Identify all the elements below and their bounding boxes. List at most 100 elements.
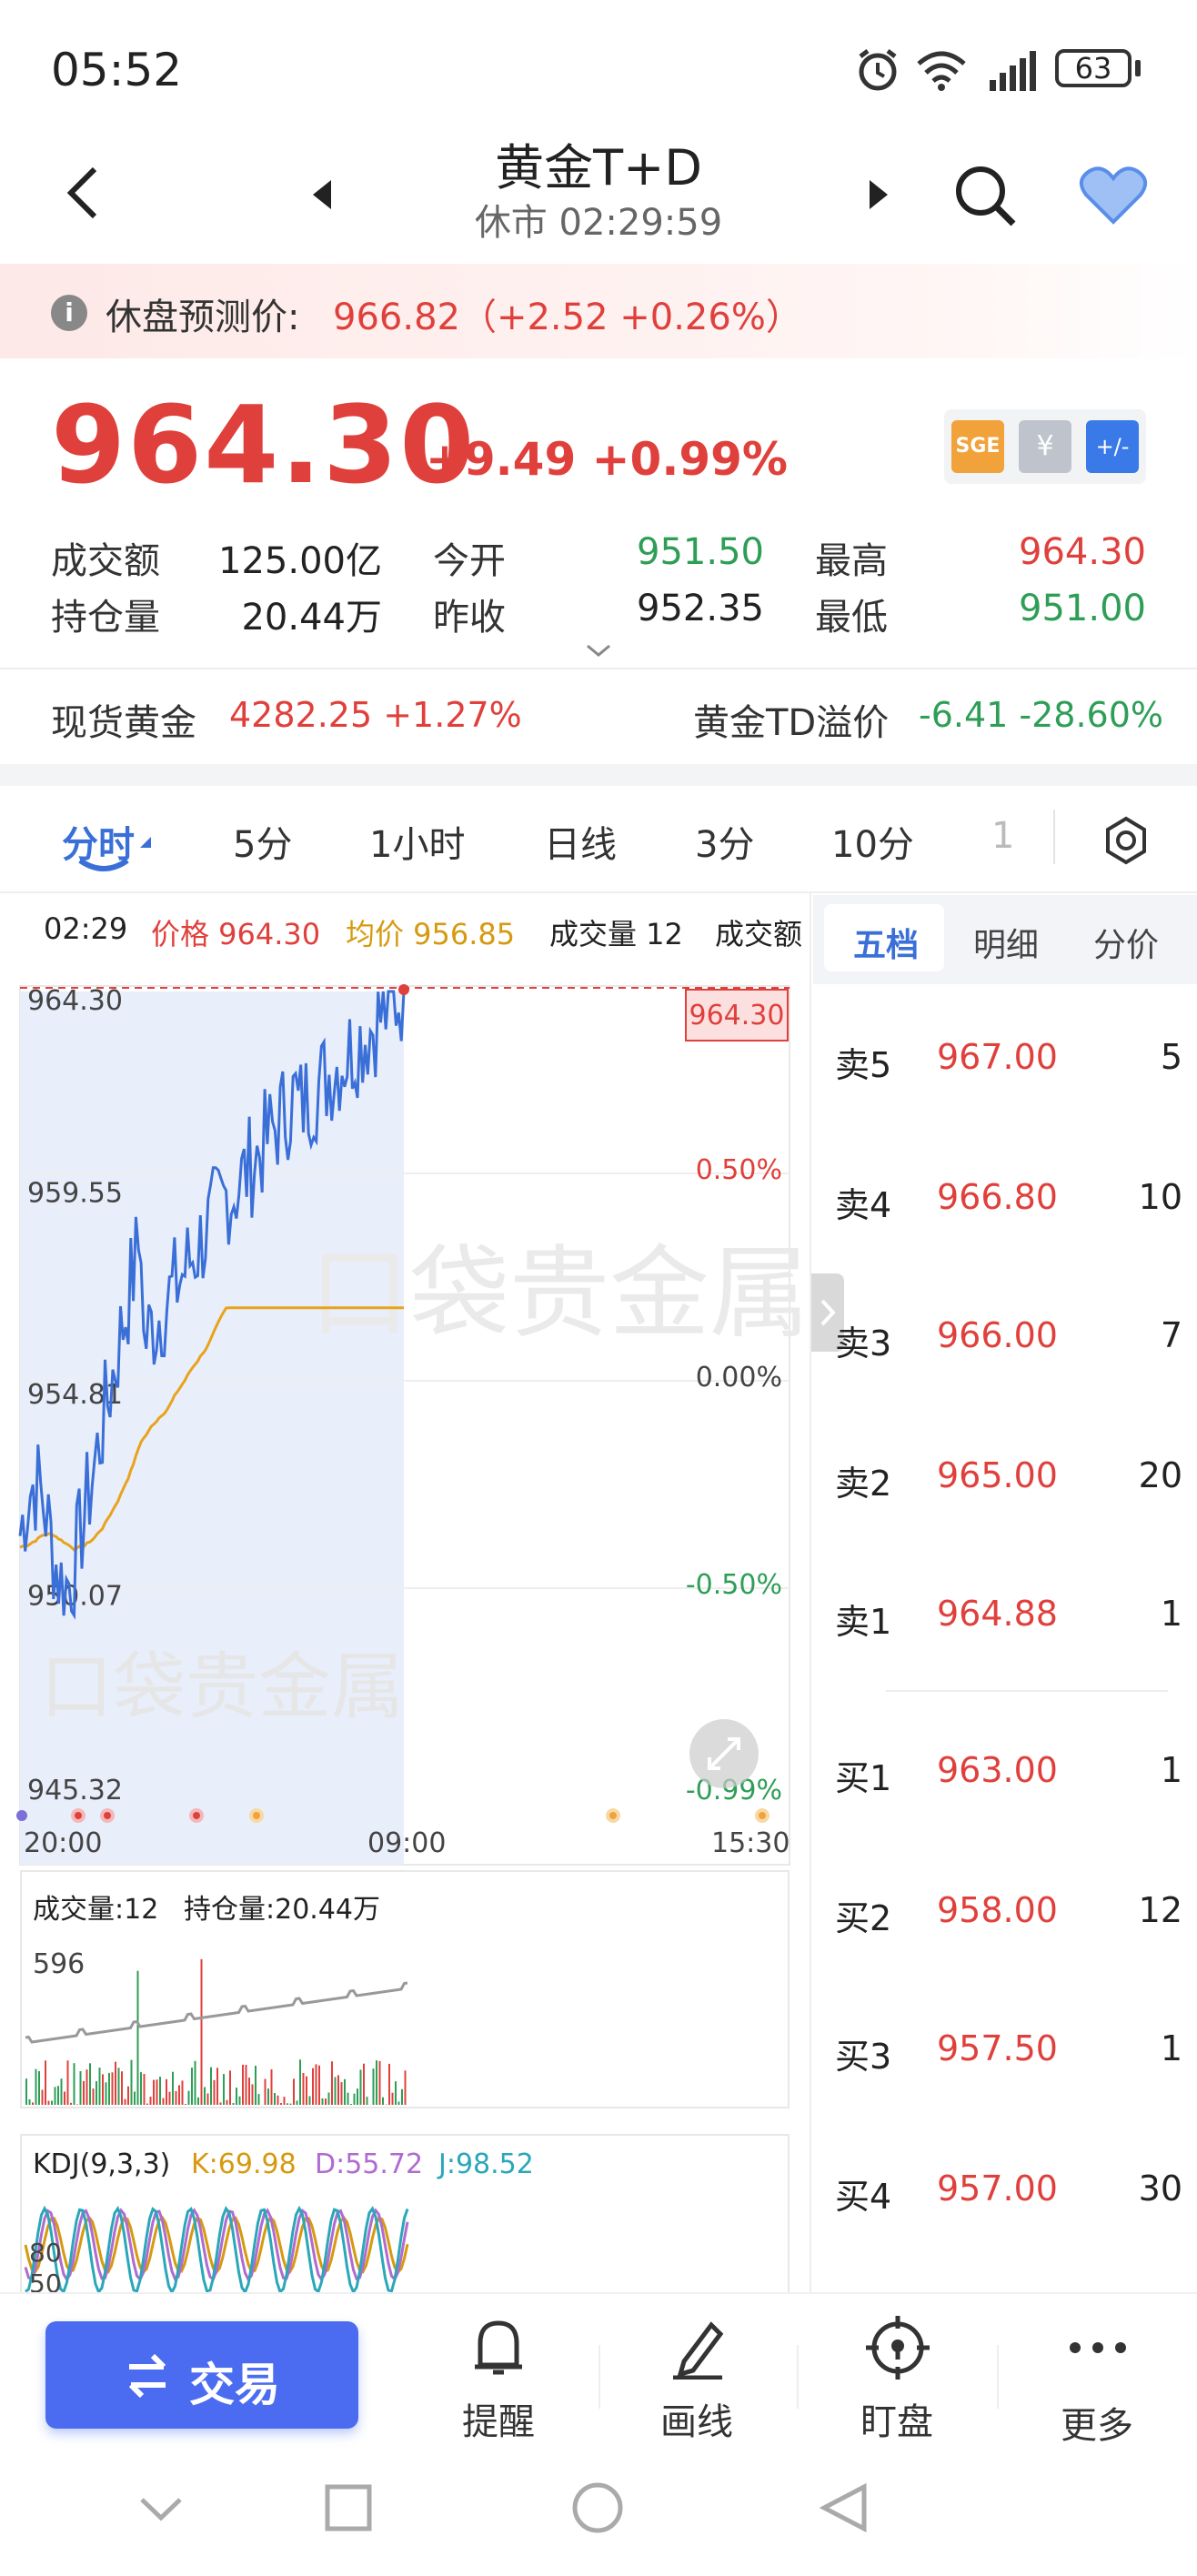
settings-gear-icon[interactable] — [1101, 815, 1152, 866]
volume-bar — [366, 2097, 368, 2105]
volume-bar — [96, 2081, 97, 2105]
tab-more[interactable]: 1! — [991, 815, 1019, 857]
volume-panel: 成交量:12 持仓量:20.44万 596 — [20, 1870, 790, 2108]
currency-badge[interactable]: ¥ — [1019, 420, 1071, 473]
divider — [598, 2345, 600, 2409]
volume-bar — [32, 2102, 34, 2105]
pencil-icon — [673, 2321, 724, 2380]
last-price-tag — [685, 989, 789, 1041]
nav-recents-icon[interactable] — [324, 2483, 373, 2532]
volume-bar — [108, 2072, 110, 2105]
kdj-line — [24, 2208, 409, 2282]
volume-bar — [111, 2072, 114, 2105]
bid-label: 买2 — [835, 1898, 892, 1938]
back-icon[interactable] — [64, 164, 104, 222]
volume-bars — [25, 1958, 408, 2105]
ask-price[interactable]: 964.88 — [937, 1594, 1058, 1634]
volume-bar — [178, 2085, 180, 2105]
nav-collapse-icon[interactable] — [136, 2494, 186, 2525]
price-line — [18, 990, 406, 1620]
watermark: 口袋贵金属 口袋贵金属 — [40, 1235, 810, 1729]
tab-level5[interactable]: 五档 — [853, 927, 920, 964]
volume-axis-tick: 596 — [33, 1948, 86, 1980]
divider — [1053, 810, 1055, 864]
ask-label: 卖2 — [835, 1464, 892, 1504]
ask-label: 卖5 — [835, 1045, 892, 1085]
volume-bar — [219, 2102, 222, 2105]
open-interest-label: 持仓量:20.44万 — [184, 1894, 380, 1926]
forecast-value: 966.82（+2.52 +0.26%） — [333, 297, 802, 338]
trade-button[interactable]: 交易 — [45, 2321, 358, 2429]
nav-home-icon[interactable] — [571, 2481, 624, 2534]
volume-bar — [28, 2099, 31, 2105]
volume-bar — [248, 2078, 250, 2105]
alert-label: 提醒 — [462, 2401, 535, 2443]
watermark-text: 口袋贵金属 — [309, 1235, 810, 1352]
forecast-label: 休盘预测价: — [106, 297, 300, 338]
prev-contract-icon[interactable] — [309, 178, 335, 211]
search-icon[interactable] — [953, 164, 1019, 229]
bid-price[interactable]: 963.00 — [937, 1750, 1058, 1790]
divider — [797, 2345, 799, 2409]
tab-5min[interactable]: 5分 — [233, 824, 293, 866]
tab-1hour[interactable]: 1小时 — [369, 824, 466, 866]
nav-back-icon[interactable] — [819, 2481, 870, 2534]
volume-bar — [70, 2102, 72, 2105]
premium-value: -6.41 -28.60% — [919, 695, 1164, 735]
tab-10min[interactable]: 10分 — [831, 824, 914, 866]
bid-price[interactable]: 957.00 — [937, 2168, 1058, 2209]
tab-3min[interactable]: 3分 — [695, 824, 755, 866]
volume-bar — [287, 2103, 288, 2105]
orderbook-tabs: 五档 明细 分价 — [813, 893, 1197, 984]
volume-bar — [226, 2099, 228, 2105]
ask-price[interactable]: 967.00 — [937, 1037, 1058, 1077]
x-tick: 09:00 — [367, 1827, 446, 1859]
session-area — [20, 991, 404, 1865]
divider — [0, 668, 1197, 669]
expand-chevron-icon[interactable] — [584, 640, 613, 659]
volume-bar — [41, 2089, 44, 2105]
volume-bar — [57, 2086, 59, 2105]
volume-bar — [115, 2061, 116, 2105]
chart-info-row: 02:29 价格 964.30 均价 956.85 成交量 12 成交额 — [0, 893, 810, 966]
favorite-heart-icon[interactable] — [1079, 164, 1148, 226]
volume-bar — [299, 2059, 301, 2105]
tab-daily[interactable]: 日线 — [544, 824, 617, 866]
volume-label: 成交量:12 — [33, 1894, 159, 1926]
collapse-orderbook-handle[interactable] — [811, 1273, 844, 1352]
volume-bar — [124, 2098, 126, 2105]
ask-qty: 5 — [1160, 1037, 1182, 1077]
cursor-amount: 成交额 — [715, 917, 803, 951]
ask-price[interactable]: 965.00 — [937, 1455, 1058, 1495]
volume-bar — [388, 2063, 390, 2105]
draw-line-label: 画线 — [660, 2401, 733, 2443]
volume-bar — [312, 2068, 314, 2105]
volume-bar — [89, 2063, 91, 2105]
calculator-badge[interactable]: +/- — [1086, 420, 1139, 473]
intraday-chart[interactable]: 口袋贵金属 口袋贵金属 964.30959.55954.81950.07945.… — [0, 964, 810, 1874]
tab-details[interactable]: 明细 — [973, 927, 1040, 964]
volume-bar — [204, 2087, 206, 2105]
ask-price[interactable]: 966.00 — [937, 1315, 1058, 1355]
volume-bar — [293, 2078, 295, 2105]
ask-price[interactable]: 966.80 — [937, 1177, 1058, 1217]
y-tick-right: 0.50% — [696, 1154, 782, 1186]
tab-price-dist[interactable]: 分价 — [1093, 927, 1160, 964]
stat-value: 952.35 — [637, 588, 764, 629]
volume-bar — [121, 2071, 123, 2105]
tab-dropdown-icon[interactable] — [136, 833, 155, 851]
volume-bar — [308, 2096, 311, 2105]
volume-bar — [187, 2090, 190, 2105]
volume-bar — [92, 2088, 95, 2105]
bid-price[interactable]: 958.00 — [937, 1890, 1058, 1930]
volume-bar — [325, 2098, 327, 2105]
next-contract-icon[interactable] — [866, 178, 891, 211]
ask-label: 卖3 — [835, 1323, 892, 1363]
sge-badge[interactable]: SGE — [951, 420, 1004, 473]
tab-intraday[interactable]: 分时 — [62, 824, 135, 866]
y-tick-right: 0.00% — [696, 1362, 782, 1394]
bid-price[interactable]: 957.50 — [937, 2028, 1058, 2068]
target-icon — [866, 2316, 930, 2380]
volume-bar — [357, 2088, 358, 2105]
more-label: 更多 — [1061, 2405, 1133, 2447]
